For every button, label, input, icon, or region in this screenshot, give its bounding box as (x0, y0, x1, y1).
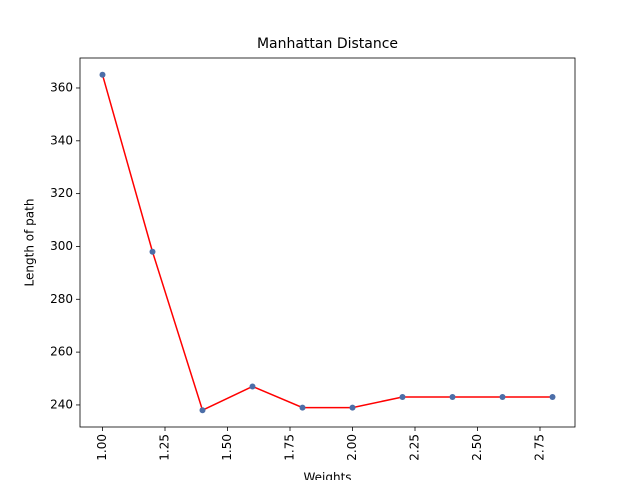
x-tick-label: 1.00 (95, 434, 109, 461)
point (249, 383, 256, 390)
plot-frame (79, 57, 576, 428)
y-tick-label: 280 (50, 292, 73, 306)
point (99, 71, 106, 78)
x-tick-label: 1.75 (283, 434, 297, 461)
y-tick-label: 260 (50, 345, 73, 359)
y-axis-label: Length of path (23, 199, 37, 287)
point (549, 394, 556, 401)
y-tick-label: 320 (50, 186, 73, 200)
x-tick-label: 1.25 (158, 434, 172, 461)
line (101, 74, 553, 412)
point (349, 404, 356, 411)
y-tick-label: 240 (50, 397, 73, 411)
point (149, 248, 156, 255)
point (399, 394, 406, 401)
x-tick-label: 2.25 (408, 434, 422, 461)
y-tick-label: 360 (50, 80, 73, 94)
point (299, 404, 306, 411)
y-tick-label: 300 (50, 239, 73, 253)
x-axis-label: Weights (303, 471, 351, 480)
point (499, 394, 506, 401)
x-tick-label: 2.00 (345, 434, 359, 461)
chart-title: Manhattan Distance (257, 36, 398, 52)
point (449, 394, 456, 401)
point (199, 407, 206, 414)
y-tick-label: 340 (50, 133, 73, 147)
x-tick-label: 1.50 (220, 434, 234, 461)
x-tick-label: 2.75 (533, 434, 547, 461)
x-tick-label: 2.50 (470, 434, 484, 461)
